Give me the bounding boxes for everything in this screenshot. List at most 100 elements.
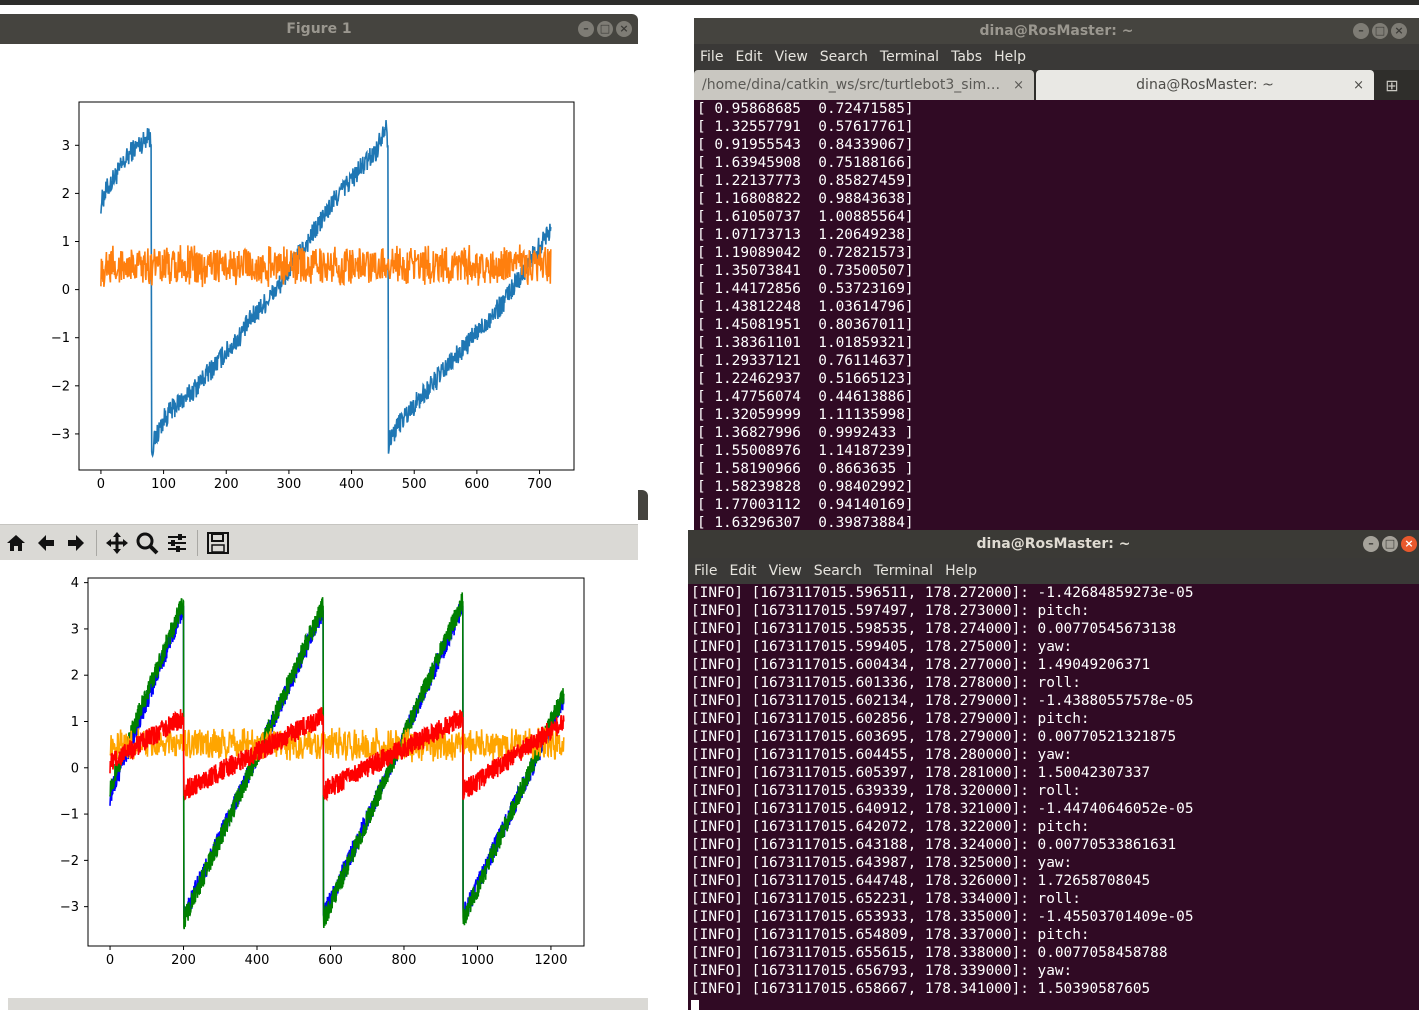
figure-1-title: Figure 1 — [286, 21, 352, 37]
terminal-line: [INFO] [1673117015.652231, 178.334000]: … — [691, 891, 1081, 907]
x-tick-label: 0 — [106, 953, 114, 968]
zoom-icon[interactable] — [133, 529, 161, 557]
pan-icon[interactable] — [103, 529, 131, 557]
figure-window-1[interactable]: Figure 1 – □ × 0 100 200 300 400 500 600 700 3 2 1… — [0, 14, 638, 524]
terminal-line: [ 1.43812248 1.03614796] — [697, 299, 914, 315]
toolbar-separator — [96, 529, 97, 556]
terminal-line: [INFO] [1673117015.604455, 178.280000]: … — [691, 747, 1073, 763]
terminal-line: [INFO] [1673117015.601336, 178.278000]: … — [691, 675, 1081, 691]
terminal-1-titlebar[interactable]: dina@RosMaster: ~ – □ × — [694, 18, 1419, 44]
menu-help[interactable]: Help — [994, 49, 1026, 65]
terminal-line: [ 1.44172856 0.53723169] — [697, 281, 914, 297]
x-tick-label: 100 — [151, 477, 176, 492]
y-tick-label: −3 — [51, 427, 70, 442]
menu-terminal[interactable]: Terminal — [873, 563, 934, 579]
terminal-cursor — [691, 998, 1419, 1010]
terminal-2-output[interactable]: [INFO] [1673117015.596511, 178.272000]: … — [688, 584, 1419, 1010]
y-tick-label: −3 — [60, 900, 79, 915]
home-icon[interactable] — [2, 529, 30, 557]
terminal-line: [ 1.29337121 0.76114637] — [697, 353, 914, 369]
menu-file[interactable]: File — [694, 563, 718, 579]
figure-2-bottom-toolbar-edge — [0, 998, 648, 1010]
terminal-line: [INFO] [1673117015.655615, 178.338000]: … — [691, 945, 1168, 961]
configure-subplots-icon[interactable] — [163, 529, 191, 557]
terminal-window-2[interactable]: dina@RosMaster: ~ – □ × File Edit View S… — [688, 530, 1419, 1010]
series-line-2 — [109, 727, 565, 763]
terminal-1-title: dina@RosMaster: ~ — [979, 23, 1134, 39]
menu-file[interactable]: File — [700, 49, 724, 65]
x-tick-label: 300 — [276, 477, 301, 492]
terminal-window-1[interactable]: dina@RosMaster: ~ – □ × File Edit View S… — [694, 18, 1419, 530]
minimize-icon[interactable]: – — [1363, 536, 1379, 552]
y-tick-label: 2 — [71, 669, 79, 684]
terminal-line: [INFO] [1673117015.654809, 178.337000]: … — [691, 927, 1090, 943]
y-tick-label: 1 — [62, 235, 70, 250]
menu-terminal[interactable]: Terminal — [879, 49, 940, 65]
menu-edit[interactable]: Edit — [735, 49, 763, 65]
terminal-line: [ 1.55008976 1.14187239] — [697, 443, 914, 459]
terminal-line: [ 1.36827996 0.9992433 ] — [697, 425, 914, 441]
terminal-line: [INFO] [1673117015.643987, 178.325000]: … — [691, 855, 1073, 871]
x-tick-label: 600 — [318, 953, 343, 968]
terminal-line: [ 1.45081951 0.80367011] — [697, 317, 914, 333]
save-icon[interactable] — [204, 529, 232, 557]
menu-help[interactable]: Help — [945, 563, 977, 579]
terminal-1-output[interactable]: [ 0.95868685 0.72471585] [ 1.32557791 0.5… — [694, 100, 1419, 530]
minimize-icon[interactable]: – — [578, 21, 594, 37]
x-tick-label: 800 — [392, 953, 417, 968]
figure-1-plot[interactable]: 0 100 200 300 400 500 600 700 3 2 1 0 −1 −2 −3 — [0, 44, 638, 524]
tab-close-icon[interactable]: × — [1013, 77, 1024, 93]
x-tick-label: 600 — [464, 477, 489, 492]
menu-view[interactable]: View — [774, 49, 808, 65]
terminal-line: [ 1.63945908 0.75188166] — [697, 155, 914, 171]
terminal-line: [ 1.32059999 1.11135998] — [697, 407, 914, 423]
figure-window-2[interactable]: 0 200 400 600 800 1000 1200 4 3 2 1 0 −1 −2 −3 — [0, 490, 648, 1010]
terminal-line: [INFO] [1673117015.642072, 178.322000]: … — [691, 819, 1090, 835]
figure-2-plot[interactable]: 0 200 400 600 800 1000 1200 4 3 2 1 0 −1 −2 −3 — [8, 564, 638, 1010]
y-tick-label: −1 — [51, 331, 70, 346]
terminal-1-tabbar: /home/dina/catkin_ws/src/turtlebot3_sim…… — [694, 70, 1419, 100]
terminal-line: [INFO] [1673117015.653933, 178.335000]: … — [691, 909, 1194, 925]
x-tick-label: 0 — [97, 477, 105, 492]
menu-tabs[interactable]: Tabs — [951, 49, 983, 65]
terminal-line: [ 0.91955543 0.84339067] — [697, 137, 914, 153]
close-icon[interactable]: × — [1391, 23, 1407, 39]
terminal-line: [INFO] [1673117015.643188, 178.324000]: … — [691, 837, 1177, 853]
x-tick-label: 400 — [339, 477, 364, 492]
close-icon[interactable]: × — [616, 21, 632, 37]
terminal-line: [ 1.22462937 0.51665123] — [697, 371, 914, 387]
y-tick-label: 3 — [71, 622, 79, 637]
desktop-top-panel — [0, 0, 1419, 5]
new-tab-icon[interactable]: ⊞ — [1385, 75, 1399, 95]
figure-1-titlebar[interactable]: Figure 1 – □ × — [0, 14, 638, 44]
x-tick-label: 700 — [527, 477, 552, 492]
menu-search[interactable]: Search — [819, 49, 868, 65]
menu-search[interactable]: Search — [813, 563, 862, 579]
tab-rosmaster[interactable]: dina@RosMaster: ~ × — [1036, 70, 1374, 100]
minimize-icon[interactable]: – — [1353, 23, 1369, 39]
terminal-line: [ 1.47756074 0.44613886] — [697, 389, 914, 405]
terminal-line: [INFO] [1673117015.602856, 178.279000]: … — [691, 711, 1090, 727]
terminal-line: [ 1.19089042 0.72821573] — [697, 245, 914, 261]
series-line-1 — [109, 592, 565, 930]
terminal-line: [ 1.16808822 0.98843638] — [697, 191, 914, 207]
tab-close-icon[interactable]: × — [1353, 77, 1364, 93]
x-tick-label: 500 — [402, 477, 427, 492]
terminal-2-title: dina@RosMaster: ~ — [976, 536, 1131, 552]
forward-arrow-icon[interactable] — [62, 529, 90, 557]
terminal-line: [INFO] [1673117015.596511, 178.272000]: … — [691, 585, 1194, 601]
maximize-icon[interactable]: □ — [1382, 536, 1398, 552]
series-line-1 — [100, 244, 552, 288]
y-tick-label: 0 — [71, 761, 79, 776]
close-icon[interactable]: × — [1401, 536, 1417, 552]
back-arrow-icon[interactable] — [32, 529, 60, 557]
terminal-2-menubar: File Edit View Search Terminal Help — [688, 558, 1419, 584]
terminal-line: [INFO] [1673117015.599405, 178.275000]: … — [691, 639, 1073, 655]
maximize-icon[interactable]: □ — [597, 21, 613, 37]
terminal-2-titlebar[interactable]: dina@RosMaster: ~ – □ × — [688, 530, 1419, 558]
menu-edit[interactable]: Edit — [729, 563, 757, 579]
tab-turtlebot-sim[interactable]: /home/dina/catkin_ws/src/turtlebot3_sim…… — [694, 70, 1034, 100]
figure-2-toolbar — [0, 524, 638, 560]
maximize-icon[interactable]: □ — [1372, 23, 1388, 39]
menu-view[interactable]: View — [768, 563, 802, 579]
